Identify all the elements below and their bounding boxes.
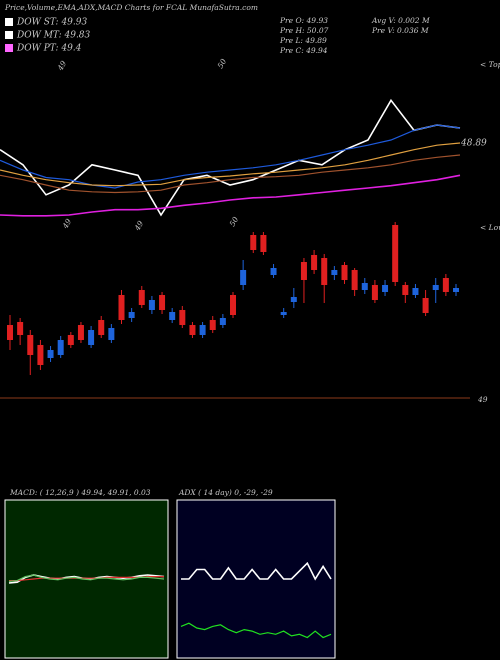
legend-swatch: [5, 44, 13, 52]
candle-body: [88, 330, 95, 345]
candle-body: [331, 270, 338, 275]
candle-body: [57, 340, 64, 355]
candle-body: [250, 235, 257, 250]
series-line: [0, 174, 461, 217]
candle-body: [270, 268, 277, 275]
panel-frame: [176, 499, 336, 659]
candle-body: [422, 298, 429, 313]
candle-body: [321, 258, 328, 285]
series-line: [0, 124, 461, 189]
candle-body: [290, 297, 297, 302]
series-line: [8, 574, 165, 582]
x-label: 50: [228, 215, 241, 228]
candle-body: [219, 318, 226, 325]
series-line: [0, 98, 461, 217]
candle-body: [67, 335, 74, 345]
legend-swatch: [5, 31, 13, 39]
candle-body: [361, 283, 368, 290]
candle-body: [108, 328, 115, 340]
candle-body: [209, 320, 216, 330]
candle-body: [179, 310, 186, 325]
candle-body: [432, 285, 439, 290]
candle-body: [240, 270, 247, 285]
candle-body: [169, 312, 176, 320]
legend-label: DOW ST: 49.93: [16, 18, 87, 28]
candle-body: [148, 300, 155, 310]
legend-label: DOW MT: 49.83: [16, 31, 91, 41]
info-text: Pre C: 49.94: [279, 46, 328, 55]
candle-body: [412, 288, 419, 295]
candle-body: [17, 322, 24, 335]
annotation: < Tops: [480, 60, 500, 69]
candle-body: [159, 295, 166, 310]
series-line: [180, 622, 332, 639]
series-line: [181, 561, 332, 581]
candle-body: [189, 325, 196, 335]
info-text: Pre L: 49.89: [279, 36, 327, 45]
candle-body: [392, 225, 399, 282]
candle-body: [280, 312, 287, 315]
series-line: [0, 154, 461, 194]
annotation: 48.89: [460, 139, 487, 149]
candle-body: [27, 335, 34, 355]
candle-body: [442, 278, 449, 292]
info-text: Pre H: 50.07: [279, 26, 329, 35]
candle-body: [7, 325, 13, 340]
candle-body: [300, 262, 307, 280]
candle-body: [453, 288, 459, 292]
panel-title: ADX ( 14 day) 0, -29, -29: [178, 488, 273, 497]
info-text: Pre V: 0.036 M: [371, 26, 429, 35]
candle-body: [382, 285, 389, 292]
candle-body: [98, 320, 105, 335]
info-text: Pre O: 49.93: [279, 16, 328, 25]
candle-body: [351, 270, 358, 290]
legend-label: DOW PT: 49.4: [16, 44, 82, 54]
y-tick-label: 49: [477, 395, 488, 404]
candle-body: [260, 235, 267, 252]
candle-body: [371, 285, 378, 300]
series-line: [0, 142, 461, 187]
candle-body: [128, 312, 135, 318]
candle-body: [118, 295, 125, 320]
candle-body: [138, 290, 145, 305]
candle-body: [311, 255, 318, 270]
candle-body: [230, 295, 236, 315]
candle-body: [37, 345, 44, 365]
legend-swatch: [5, 18, 13, 26]
candle-body: [77, 325, 84, 340]
annotation: < Lows: [480, 223, 500, 232]
x-label: 50: [216, 57, 229, 70]
candle-body: [47, 350, 54, 358]
candle-body: [199, 325, 206, 335]
candle-body: [402, 285, 409, 295]
candle-body: [341, 265, 348, 280]
chart-title: Price,Volume,EMA,ADX,MACD Charts for FCA…: [4, 3, 258, 12]
panel-title: MACD: ( 12,26,9 ) 49.94, 49.91, 0.03: [9, 488, 151, 497]
info-text: Avg V: 0.002 M: [371, 16, 430, 25]
